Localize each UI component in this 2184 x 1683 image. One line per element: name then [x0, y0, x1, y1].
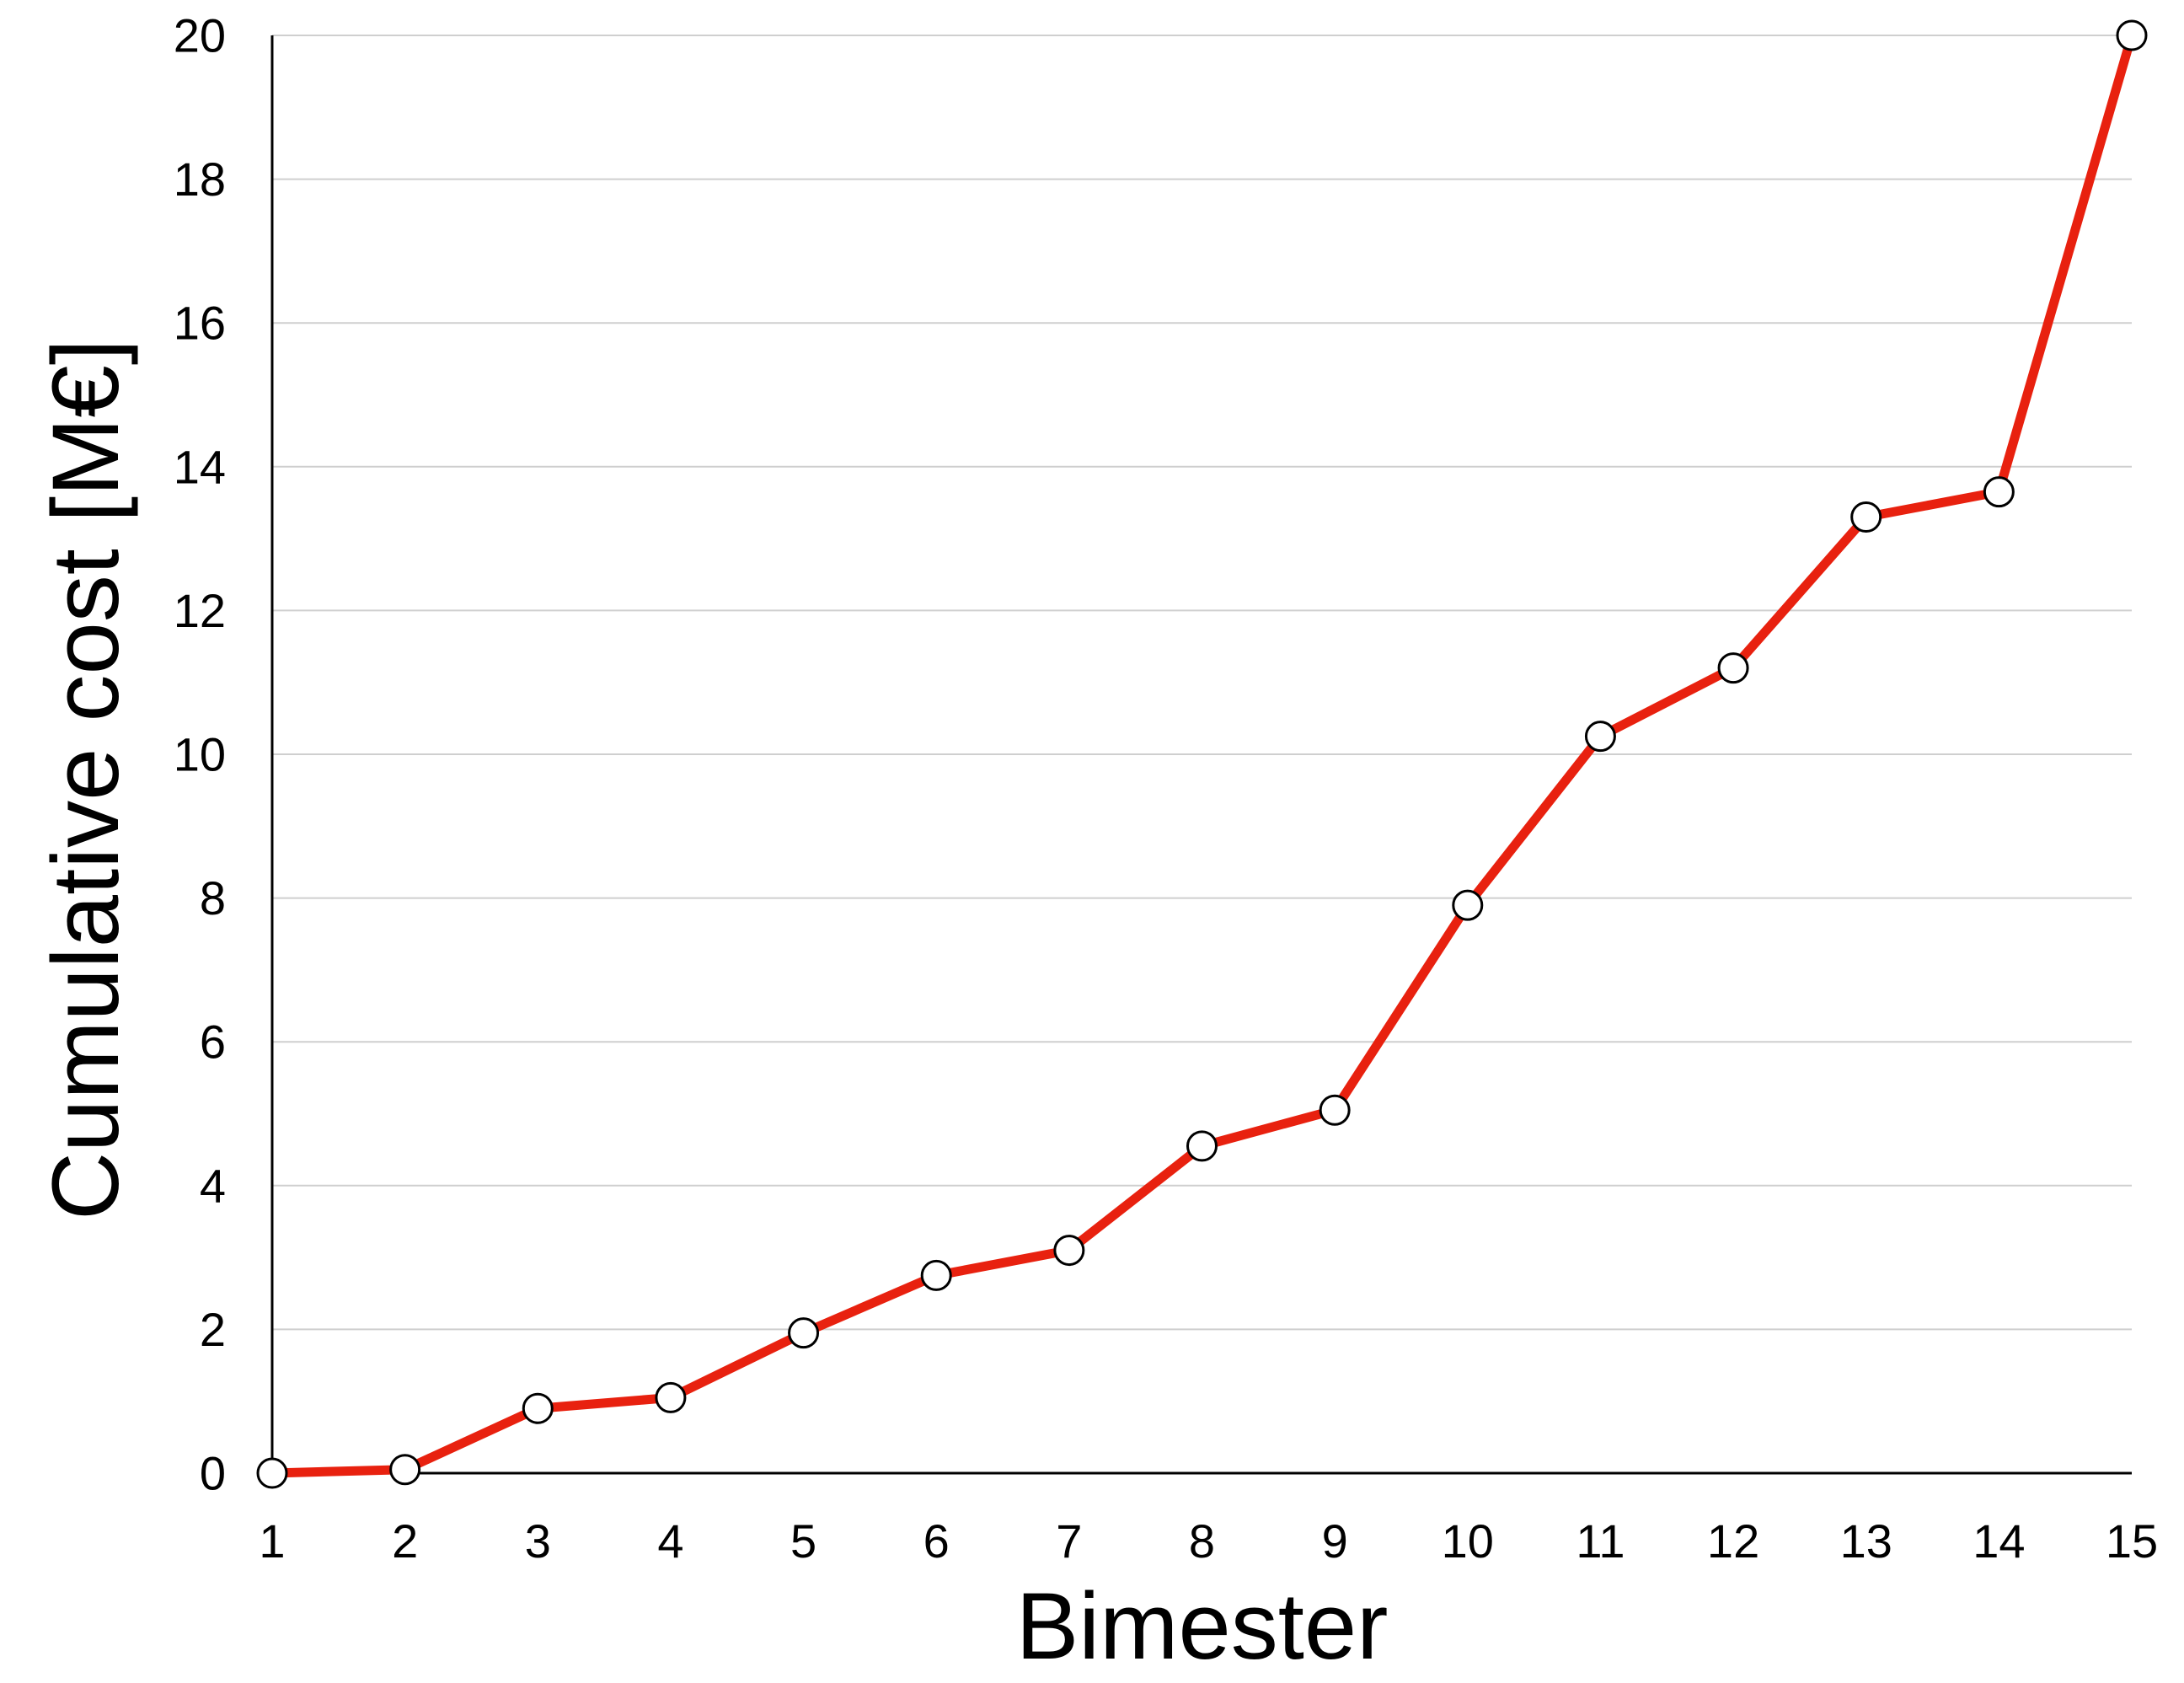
- x-tick-label: 9: [1322, 1514, 1348, 1568]
- data-point: [256, 1457, 288, 1489]
- x-tick-label: 15: [2106, 1514, 2158, 1568]
- data-point: [389, 1454, 421, 1486]
- y-tick-label: 16: [174, 297, 226, 350]
- x-tick-label: 11: [1576, 1514, 1625, 1568]
- data-point: [1983, 476, 2015, 508]
- x-tick-label: 10: [1442, 1514, 1494, 1568]
- x-tick-label: 5: [790, 1514, 816, 1568]
- x-tick-label: 14: [1973, 1514, 2025, 1568]
- y-tick-label: 18: [174, 153, 226, 206]
- data-point: [522, 1392, 554, 1424]
- y-tick-label: 6: [200, 1016, 226, 1069]
- y-tick-label: 0: [200, 1447, 226, 1500]
- gridlines: [272, 35, 2132, 1331]
- x-tick-label: 13: [1840, 1514, 1892, 1568]
- data-point: [1053, 1235, 1085, 1267]
- data-point: [1850, 501, 1882, 533]
- x-tick-label: 6: [923, 1514, 950, 1568]
- x-tick-label: 2: [392, 1514, 418, 1568]
- x-tick-label: 8: [1189, 1514, 1215, 1568]
- data-point: [920, 1259, 952, 1291]
- x-axis-title: Bimester: [1016, 1573, 1389, 1679]
- x-tick-label: 1: [259, 1514, 285, 1568]
- x-tick-labels: 1 2 3 4 5 6 7 8 9 10 11 12 13 14 15: [259, 1514, 2158, 1568]
- data-point: [1717, 652, 1749, 684]
- y-tick-label: 8: [200, 871, 226, 925]
- x-tick-label: 3: [525, 1514, 551, 1568]
- y-tick-label: 10: [174, 728, 226, 781]
- data-point: [788, 1317, 820, 1349]
- data-point: [655, 1381, 687, 1413]
- data-points: [256, 19, 2148, 1489]
- x-tick-label: 12: [1707, 1514, 1759, 1568]
- y-tick-label: 14: [174, 440, 226, 493]
- axes: [270, 35, 2132, 1475]
- data-point: [1584, 721, 1616, 753]
- y-tick-label: 4: [200, 1159, 226, 1212]
- y-axis-title: Cumulative cost [M€]: [33, 339, 138, 1220]
- data-point: [1452, 889, 1484, 921]
- x-tick-label: 7: [1056, 1514, 1082, 1568]
- y-tick-labels: 0 2 4 6 8 10 12 14 16 18 20: [174, 9, 226, 1500]
- x-tick-label: 4: [657, 1514, 683, 1568]
- data-point: [2116, 19, 2148, 51]
- y-tick-label: 2: [200, 1303, 226, 1356]
- y-tick-label: 20: [174, 9, 226, 62]
- data-point: [1186, 1130, 1218, 1162]
- y-tick-label: 12: [174, 584, 226, 637]
- data-point: [1319, 1094, 1351, 1126]
